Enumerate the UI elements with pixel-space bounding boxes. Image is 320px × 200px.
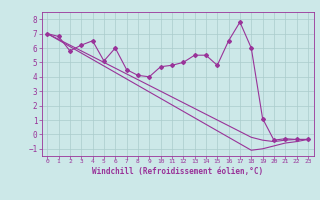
X-axis label: Windchill (Refroidissement éolien,°C): Windchill (Refroidissement éolien,°C): [92, 167, 263, 176]
